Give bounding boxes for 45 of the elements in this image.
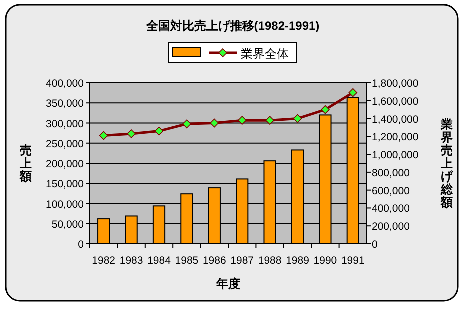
- point: [266, 116, 274, 125]
- point: [348, 88, 358, 98]
- y2-tick-label: 600,000: [372, 185, 410, 198]
- point: [238, 116, 247, 125]
- x-tick-label: 1986: [202, 255, 226, 267]
- legend-label: 業界全体: [241, 47, 289, 61]
- point: [99, 131, 108, 140]
- y-tick-label: 50,000: [52, 218, 84, 231]
- y2-tick-label: 1,400,000: [372, 114, 419, 126]
- y-tick-label: 150,000: [46, 178, 84, 191]
- y2-axis-title: 業界売上げ総額: [440, 118, 454, 210]
- y-tick-label: 350,000: [46, 98, 84, 110]
- y-tick-label: 250,000: [46, 138, 84, 150]
- point: [182, 120, 192, 129]
- point: [321, 105, 330, 114]
- y-tick-label: 200,000: [46, 158, 84, 170]
- y-tick-label: 100,000: [46, 198, 84, 211]
- y2-tick-label: 1,800,000: [372, 78, 419, 90]
- y-tick-label: 400,000: [46, 78, 84, 90]
- x-tick-label: 1984: [148, 255, 172, 267]
- y-tick-label: 0: [78, 239, 84, 251]
- x-tick-label: 1983: [120, 255, 144, 267]
- y-tick-label: 300,000: [46, 118, 84, 130]
- x-tick-label: 1982: [92, 255, 116, 267]
- x-tick-label: 1991: [341, 255, 365, 267]
- y2-tick-label: 800,000: [372, 167, 410, 180]
- point: [127, 130, 136, 138]
- x-tick-label: 1987: [230, 255, 254, 267]
- x-tick-label: 1989: [286, 255, 310, 267]
- point: [293, 114, 302, 124]
- chart-title: 全国対比売上げ推移(1982-1991): [145, 19, 320, 33]
- point: [210, 118, 220, 128]
- point: [154, 126, 164, 136]
- x-tick-label: 1990: [314, 255, 338, 267]
- y2-tick-label: 1,000,000: [372, 150, 419, 162]
- y2-tick-label: 1,200,000: [372, 132, 419, 144]
- y2-tick-label: 200,000: [372, 221, 410, 234]
- legend: 業界全体: [168, 42, 298, 64]
- x-tick-label: 1988: [258, 255, 282, 267]
- x-axis-title: 年度: [216, 277, 240, 291]
- y2-tick-label: 400,000: [372, 203, 410, 216]
- y2-tick-label: 0: [372, 239, 378, 251]
- y2-tick-label: 1,600,000: [372, 96, 419, 108]
- y-axis-title: 売上額: [19, 144, 32, 184]
- x-tick-label: 1985: [175, 255, 199, 267]
